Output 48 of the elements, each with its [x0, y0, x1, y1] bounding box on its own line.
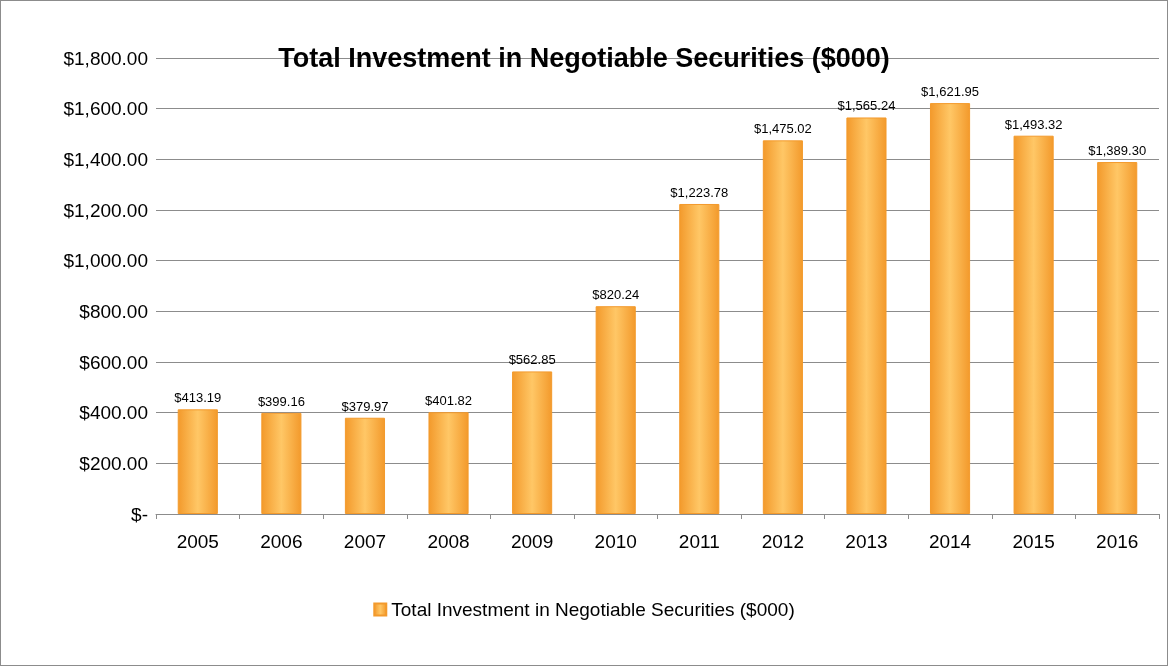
y-tick-label: $1,600.00 — [63, 98, 148, 120]
bar — [177, 409, 218, 514]
x-tick-label: 2009 — [510, 531, 554, 552]
bar — [762, 140, 803, 514]
data-label: $399.16 — [257, 393, 305, 409]
x-tick-label: 2011 — [678, 531, 720, 552]
y-tick-label: $1,000.00 — [63, 250, 148, 272]
bar — [679, 203, 720, 514]
bar — [929, 103, 971, 514]
x-tick-label: 2010 — [594, 531, 637, 552]
data-label: $1,475.02 — [753, 121, 812, 137]
data-label: $1,223.78 — [670, 184, 729, 200]
data-label: $401.82 — [425, 393, 473, 409]
data-label: $379.97 — [341, 398, 389, 414]
x-tick-label: 2006 — [260, 531, 303, 552]
chart-title: Total Investment in Negotiable Securities ($000) — [278, 42, 890, 73]
data-label: $1,493.32 — [1004, 116, 1063, 132]
y-tick-label: $800.00 — [79, 300, 148, 322]
bar — [512, 371, 553, 514]
data-label: $820.24 — [592, 287, 640, 303]
y-tick-label: $400.00 — [79, 402, 148, 424]
data-label: $1,565.24 — [837, 98, 896, 114]
x-tick-label: 2015 — [1012, 531, 1055, 552]
data-label: $1,621.95 — [921, 84, 979, 100]
x-tick-label: 2005 — [176, 531, 219, 552]
legend-label: Total Investment in Negotiable Securities ($000) — [391, 599, 795, 620]
x-tick-label: 2007 — [343, 531, 387, 552]
x-tick-label: 2008 — [427, 531, 470, 552]
y-tick-label: $1,200.00 — [63, 199, 148, 221]
bar — [846, 117, 887, 514]
data-label: $562.85 — [508, 352, 556, 368]
y-tick-label: $1,800.00 — [63, 47, 148, 69]
x-tick-label: 2016 — [1096, 531, 1139, 552]
y-tick-label: $1,400.00 — [63, 148, 148, 170]
y-tick-label: $600.00 — [79, 351, 148, 373]
y-tick-label: $200.00 — [79, 452, 148, 474]
x-tick-label: 2014 — [928, 531, 972, 552]
x-tick-label: 2013 — [845, 531, 888, 552]
bar — [1013, 135, 1054, 514]
y-tick-label: $- — [131, 503, 148, 525]
data-label: $413.19 — [174, 390, 222, 406]
bar — [1097, 162, 1138, 514]
data-label: $1,389.30 — [1088, 143, 1147, 159]
x-tick-label: 2012 — [761, 531, 805, 552]
bar — [595, 306, 636, 514]
bar — [344, 417, 386, 514]
bar — [428, 412, 469, 514]
bar — [261, 412, 302, 514]
